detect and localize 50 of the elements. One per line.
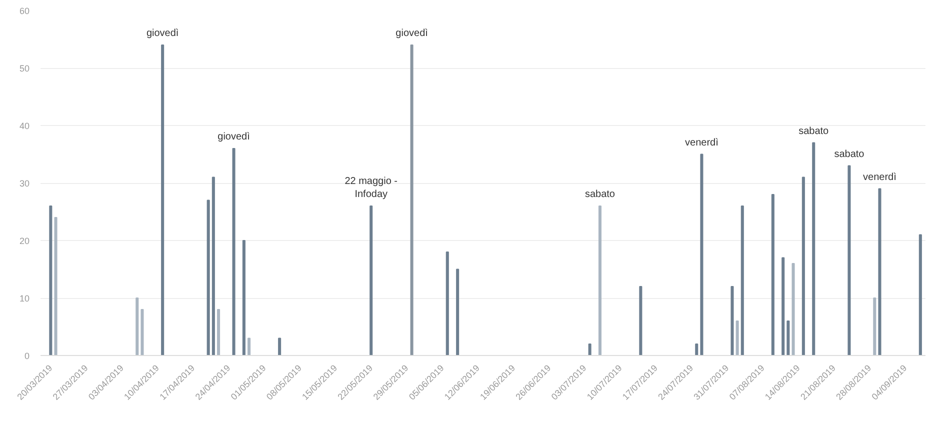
bar bbox=[140, 309, 144, 356]
bar bbox=[161, 44, 164, 356]
bar bbox=[206, 200, 210, 356]
annotation: sabato bbox=[798, 126, 830, 137]
bar bbox=[232, 148, 236, 356]
bar bbox=[848, 165, 851, 356]
annotation: giovedì bbox=[146, 28, 179, 39]
bar bbox=[873, 298, 876, 356]
bar bbox=[730, 286, 734, 356]
bar bbox=[49, 206, 52, 356]
bar bbox=[588, 344, 592, 356]
bar bbox=[136, 298, 139, 356]
bar bbox=[782, 257, 785, 356]
bar bbox=[771, 194, 774, 356]
annotation: giovedì bbox=[396, 28, 428, 39]
bar bbox=[410, 44, 414, 356]
bar bbox=[456, 268, 460, 356]
bar bbox=[212, 176, 215, 356]
y-tick-label: 0 bbox=[24, 351, 30, 361]
annotation: giovedì bbox=[218, 132, 250, 142]
bar bbox=[370, 206, 373, 356]
bar bbox=[918, 234, 922, 356]
y-tick-label: 40 bbox=[19, 121, 30, 131]
bar bbox=[217, 309, 220, 356]
y-tick-label: 50 bbox=[19, 64, 30, 74]
bar bbox=[639, 286, 642, 356]
bar bbox=[812, 142, 816, 356]
bar bbox=[786, 320, 790, 356]
y-tick-label: 20 bbox=[19, 236, 30, 246]
bar bbox=[446, 252, 449, 356]
y-tick-label: 60 bbox=[19, 6, 30, 16]
annotation: 22 maggio - Infoday bbox=[344, 176, 398, 200]
bar bbox=[54, 217, 58, 356]
y-tick-label: 10 bbox=[19, 294, 30, 304]
bar bbox=[878, 188, 882, 356]
annotation: sabato bbox=[834, 148, 865, 160]
bar bbox=[700, 154, 704, 356]
bar bbox=[802, 176, 805, 356]
bar bbox=[695, 344, 698, 356]
bar bbox=[740, 206, 744, 356]
bar bbox=[248, 338, 251, 356]
annotation: sabato bbox=[584, 189, 616, 200]
bar bbox=[792, 263, 795, 356]
annotation: venerdì bbox=[685, 137, 719, 148]
bar bbox=[598, 206, 602, 356]
y-tick-label: 30 bbox=[19, 178, 30, 188]
bar bbox=[278, 338, 282, 356]
bar bbox=[736, 320, 739, 356]
annotation: venerdì bbox=[863, 172, 897, 183]
bar bbox=[242, 240, 246, 356]
